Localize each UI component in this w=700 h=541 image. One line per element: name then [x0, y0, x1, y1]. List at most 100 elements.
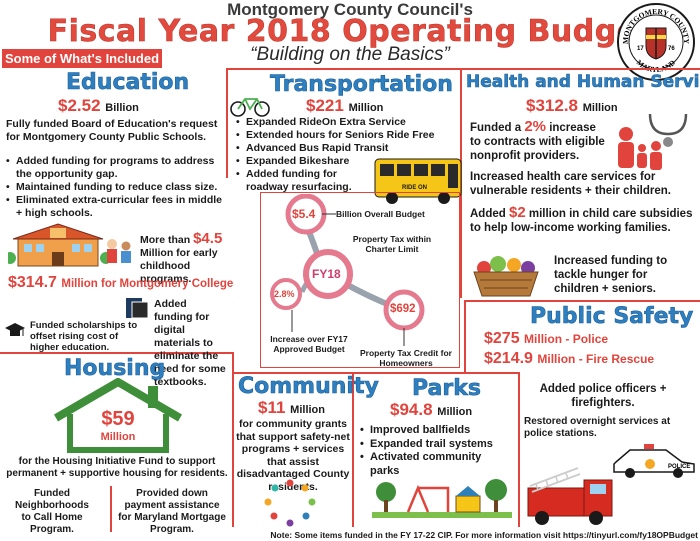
- housing-amount-value: $59: [101, 408, 135, 430]
- school-icon: [8, 223, 108, 267]
- list-item: Expanded trail systems: [360, 438, 510, 452]
- divider: [464, 300, 466, 372]
- education-amount: $2.52 Billion: [58, 96, 139, 116]
- fire-funding: $214.9 Million - Fire Rescue: [484, 350, 654, 368]
- divider: [232, 372, 352, 374]
- police-car-icon: POLICE: [613, 444, 695, 478]
- list-item: Activated community parks: [360, 451, 510, 478]
- parks-amount: $94.8 Million: [390, 400, 472, 420]
- early-childhood-text: More than $4.5 Million for early childho…: [140, 230, 230, 286]
- parks-amount-unit: Million: [437, 406, 473, 418]
- community-desc: for community grants that support safety…: [236, 418, 350, 493]
- food-basket-icon: [473, 256, 539, 297]
- house-icon: [53, 378, 183, 453]
- safety-title: Public Safety: [530, 304, 694, 330]
- early-amount: $4.5: [193, 230, 223, 247]
- divider: [110, 486, 112, 532]
- fire-amount: $214.9: [484, 350, 533, 367]
- footer-note: Note: Some items funded in the FY 17-22 …: [270, 530, 698, 540]
- college-amount: $314.7: [8, 274, 57, 291]
- housing-title: Housing: [64, 356, 166, 382]
- children-icon: [107, 239, 131, 263]
- overview-increase: 2.8%: [274, 289, 295, 299]
- hhs-amount-unit: Million: [582, 102, 618, 114]
- hhs-health-care: Increased health care services for vulne…: [470, 171, 671, 197]
- page-title: Fiscal Year 2018 Operating Budget: [47, 14, 653, 50]
- divider: [232, 352, 234, 527]
- hhs-amount: $312.8 Million: [526, 96, 618, 116]
- divider: [226, 68, 460, 70]
- fire-label: Million - Fire Rescue: [537, 352, 655, 366]
- overview-total-label: Billion Overall Budget: [336, 209, 425, 219]
- digital-book-icon: [126, 298, 149, 319]
- education-amount-unit: Billion: [105, 102, 139, 114]
- list-item: Added funding for programs to address th…: [6, 155, 224, 181]
- overview-fy: FY18: [312, 267, 341, 281]
- parks-amount-value: $94.8: [390, 400, 433, 419]
- scholarship-text: Funded scholarships to offset rising cos…: [30, 320, 138, 353]
- transportation-amount-unit: Million: [348, 102, 384, 114]
- overview-credit-label: Property Tax Credit for Homeowners: [360, 348, 452, 368]
- hhs-amount-value: $312.8: [526, 96, 578, 115]
- bus-icon: RIDE ON: [374, 158, 462, 204]
- hhs-p3-b: million in child care subsidies to help …: [470, 208, 693, 234]
- playground-icon: [372, 479, 512, 518]
- housing-amount: $59 Million: [88, 408, 148, 443]
- overview-graphic: [270, 194, 425, 346]
- hhs-p1-b: increase to contracts with eligible nonp…: [470, 122, 605, 162]
- county-seal-icon: MONTGOMERY COUNTY MARYLAND 17 76: [617, 3, 695, 81]
- education-amount-value: $2.52: [58, 96, 101, 115]
- safety-overnight: Restored overnight services at police st…: [524, 416, 671, 439]
- digital-text: Added funding for digital materials to e…: [154, 298, 226, 388]
- hhs-title: Health and Human Services: [466, 72, 700, 93]
- hhs-p1-a: Funded a: [470, 122, 525, 134]
- transportation-amount: $221 Million: [306, 96, 383, 116]
- housing-desc: for the Housing Initiative Fund to suppo…: [6, 456, 228, 479]
- list-item: Expanded Bikeshare: [236, 155, 458, 168]
- education-bullets: Added funding for programs to address th…: [6, 155, 224, 220]
- council-name: Montgomery County Council's: [227, 0, 473, 19]
- college-label: Million for Montgomery College: [61, 278, 234, 290]
- parks-bullets: Improved ballfields Expanded trail syste…: [360, 424, 510, 478]
- overview-credit: $692: [390, 303, 416, 315]
- community-amount: $11 Million: [258, 398, 325, 418]
- list-item: Improved ballfields: [360, 424, 510, 438]
- community-title: Community: [238, 374, 379, 400]
- divider: [0, 352, 232, 354]
- fire-truck-icon: [527, 467, 613, 525]
- safety-officers: Added police officers + firefighters.: [539, 383, 667, 409]
- list-item: Advanced Bus Rapid Transit: [236, 142, 458, 155]
- list-item: Eliminated extra-curricular fees in midd…: [6, 194, 224, 220]
- list-item: Expanded RideOn Extra Service: [236, 116, 458, 129]
- divider: [352, 372, 518, 374]
- list-item: Maintained funding to reduce class size.: [6, 181, 224, 194]
- housing-mortgage: Provided down payment assistance for Mar…: [118, 488, 226, 535]
- list-item: Extended hours for Seniors Ride Free: [236, 129, 458, 142]
- divider: [460, 68, 700, 70]
- divider: [464, 300, 700, 302]
- education-intro: Fully funded Board of Education's reques…: [6, 118, 218, 143]
- early-suffix: Million for early childhood programs.: [140, 247, 218, 285]
- divider: [226, 68, 228, 178]
- parks-title: Parks: [412, 376, 482, 402]
- overview-increase-label: Increase over FY17 Approved Budget: [270, 334, 348, 354]
- seal-year-left: 17: [637, 46, 644, 52]
- hhs-p3-a: Added: [470, 208, 509, 220]
- seal-year-right: 76: [668, 46, 675, 52]
- overview-total: $5.4: [292, 207, 316, 221]
- overview-charter-label: Property Tax within Charter Limit: [352, 234, 432, 254]
- included-banner: Some of What's Included: [2, 49, 162, 68]
- overview-box: [260, 192, 460, 368]
- transportation-title: Transportation: [270, 72, 454, 98]
- college-funding: $314.7 Million for Montgomery College: [8, 274, 233, 292]
- community-amount-unit: Million: [290, 404, 325, 416]
- divider: [352, 372, 354, 527]
- hhs-hunger: Increased funding to tackle hunger for c…: [554, 255, 668, 295]
- police-car-label: POLICE: [668, 464, 690, 470]
- transportation-bullets: Expanded RideOn Extra Service Extended h…: [236, 116, 458, 194]
- transportation-amount-value: $221: [306, 96, 344, 115]
- community-amount-value: $11: [258, 398, 286, 417]
- hhs-child-care: Added $2 million in child care subsidies…: [470, 205, 696, 235]
- police-funding: $275 Million - Police: [484, 330, 608, 348]
- police-label: Million - Police: [524, 332, 609, 346]
